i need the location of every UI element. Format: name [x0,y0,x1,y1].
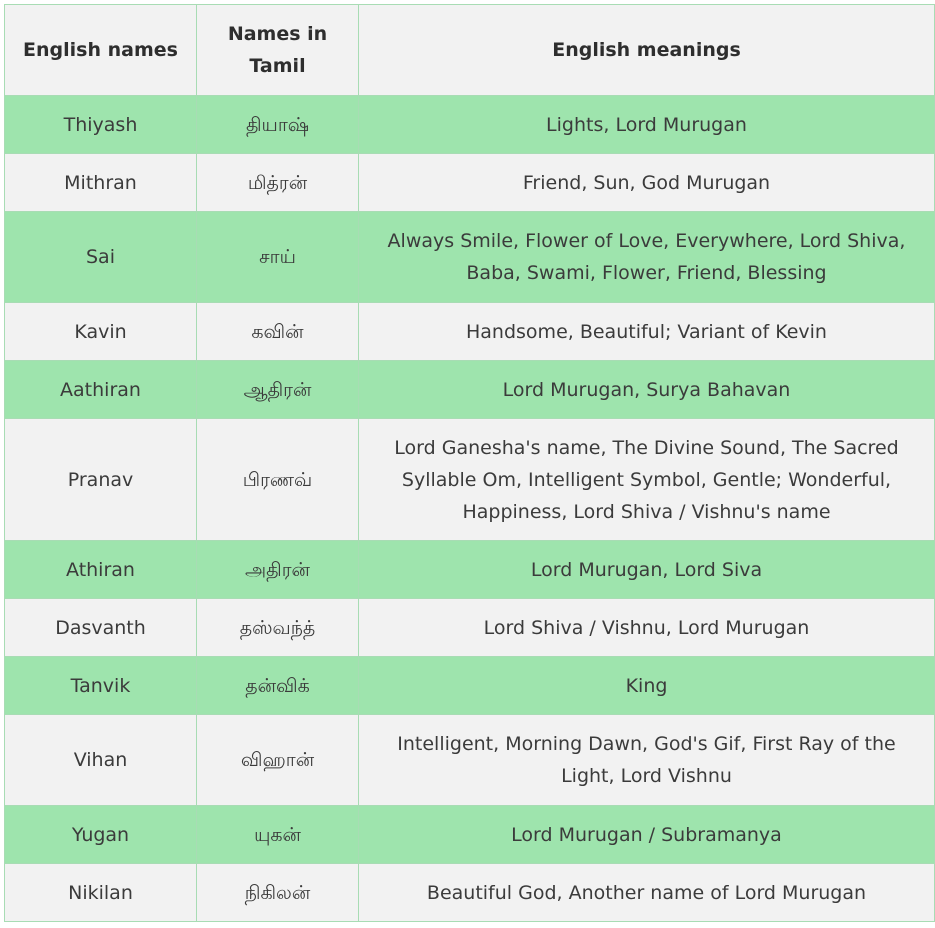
table-row: Athiran அதிரன் Lord Murugan, Lord Siva [4,540,935,599]
english-name-cell: Kavin [4,302,197,361]
tamil-name-cell: பிரணவ் [196,418,359,541]
meaning-cell: King [358,656,935,715]
table-row: Sai சாய் Always Smile, Flower of Love, E… [4,211,935,303]
names-table-container: English names Names in Tamil English mea… [4,4,935,922]
meaning-cell: Lord Murugan, Lord Siva [358,540,935,599]
table-row: Vihan விஹான் Intelligent, Morning Dawn, … [4,714,935,806]
tamil-name-cell: விஹான் [196,714,359,806]
meaning-cell: Lord Murugan / Subramanya [358,805,935,864]
english-name-cell: Sai [4,211,197,303]
english-name-cell: Aathiran [4,360,197,419]
table-row: Nikilan நிகிலன் Beautiful God, Another n… [4,863,935,922]
english-name-cell: Thiyash [4,95,197,154]
meaning-cell: Friend, Sun, God Murugan [358,153,935,212]
header-names-in-tamil: Names in Tamil [196,4,359,96]
tamil-name-cell: கவின் [196,302,359,361]
tamil-name-cell: நிகிலன் [196,863,359,922]
header-english-names: English names [4,4,197,96]
meaning-cell: Lord Ganesha's name, The Divine Sound, T… [358,418,935,541]
english-name-cell: Tanvik [4,656,197,715]
english-name-cell: Dasvanth [4,598,197,657]
meaning-cell: Lights, Lord Murugan [358,95,935,154]
tamil-name-cell: ஆதிரன் [196,360,359,419]
table-row: Thiyash தியாஷ் Lights, Lord Murugan [4,95,935,154]
meaning-cell: Beautiful God, Another name of Lord Muru… [358,863,935,922]
english-name-cell: Athiran [4,540,197,599]
table-row: Aathiran ஆதிரன் Lord Murugan, Surya Baha… [4,360,935,419]
tamil-name-cell: தியாஷ் [196,95,359,154]
meaning-cell: Intelligent, Morning Dawn, God's Gif, Fi… [358,714,935,806]
english-name-cell: Pranav [4,418,197,541]
tamil-name-cell: சாய் [196,211,359,303]
table-row: Mithran மித்ரன் Friend, Sun, God Murugan [4,153,935,212]
table-row: Dasvanth தஸ்வந்த் Lord Shiva / Vishnu, L… [4,598,935,657]
english-name-cell: Mithran [4,153,197,212]
tamil-name-cell: தன்விக் [196,656,359,715]
meaning-cell: Always Smile, Flower of Love, Everywhere… [358,211,935,303]
tamil-name-cell: அதிரன் [196,540,359,599]
tamil-name-cell: யுகன் [196,805,359,864]
header-row: English names Names in Tamil English mea… [4,4,935,96]
tamil-name-cell: மித்ரன் [196,153,359,212]
table-row: Kavin கவின் Handsome, Beautiful; Variant… [4,302,935,361]
names-table: English names Names in Tamil English mea… [4,4,935,922]
tamil-name-cell: தஸ்வந்த் [196,598,359,657]
header-english-meanings: English meanings [358,4,935,96]
meaning-cell: Lord Murugan, Surya Bahavan [358,360,935,419]
english-name-cell: Vihan [4,714,197,806]
table-row: Pranav பிரணவ் Lord Ganesha's name, The D… [4,418,935,541]
table-row: Tanvik தன்விக் King [4,656,935,715]
table-row: Yugan யுகன் Lord Murugan / Subramanya [4,805,935,864]
english-name-cell: Yugan [4,805,197,864]
meaning-cell: Handsome, Beautiful; Variant of Kevin [358,302,935,361]
meaning-cell: Lord Shiva / Vishnu, Lord Murugan [358,598,935,657]
english-name-cell: Nikilan [4,863,197,922]
